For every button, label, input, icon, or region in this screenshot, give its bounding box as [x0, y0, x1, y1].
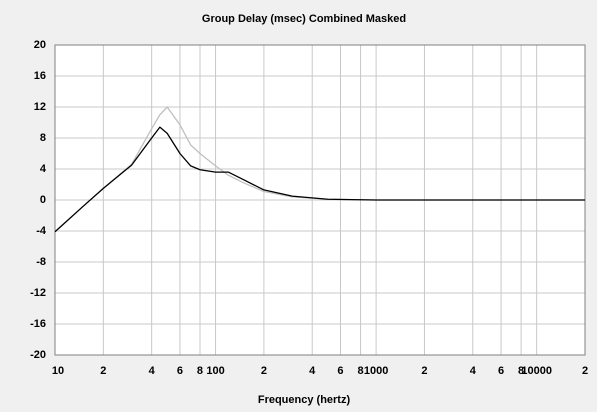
x-axis-label: Frequency (hertz) — [258, 394, 351, 406]
x-tick-label: 4 — [149, 365, 156, 377]
y-tick-label: -8 — [36, 256, 46, 268]
x-tick-label: 2 — [261, 365, 267, 377]
y-tick-label: 4 — [40, 163, 47, 175]
x-tick-label: 6 — [177, 365, 183, 377]
series-line — [54, 126, 585, 233]
y-tick-label: -20 — [30, 349, 46, 361]
x-tick-label: 8 — [357, 365, 363, 377]
y-tick-label: -12 — [30, 287, 46, 299]
x-tick-label: 8 — [197, 365, 203, 377]
x-tick-label: 6 — [337, 365, 343, 377]
x-tick-label: 4 — [309, 365, 316, 377]
y-tick-label: 8 — [40, 132, 46, 144]
x-tick-label: 2 — [100, 365, 106, 377]
x-tick-label: 10000 — [521, 365, 552, 377]
y-tick-label: 0 — [40, 194, 46, 206]
y-tick-label: 16 — [34, 70, 46, 82]
x-tick-label: 8 — [518, 365, 524, 377]
y-tick-label: -4 — [36, 225, 47, 237]
x-tick-label: 6 — [498, 365, 504, 377]
y-tick-label: 20 — [34, 39, 46, 51]
y-tick-label: 12 — [34, 101, 46, 113]
x-tick-label: 1000 — [364, 365, 388, 377]
x-tick-label: 2 — [582, 365, 588, 377]
x-tick-label: 2 — [421, 365, 427, 377]
x-tick-label: 4 — [470, 365, 477, 377]
x-tick-label: 100 — [206, 365, 224, 377]
chart-title: Group Delay (msec) Combined Masked — [202, 13, 406, 25]
x-tick-label: 10 — [52, 365, 64, 377]
y-tick-label: -16 — [30, 318, 46, 330]
